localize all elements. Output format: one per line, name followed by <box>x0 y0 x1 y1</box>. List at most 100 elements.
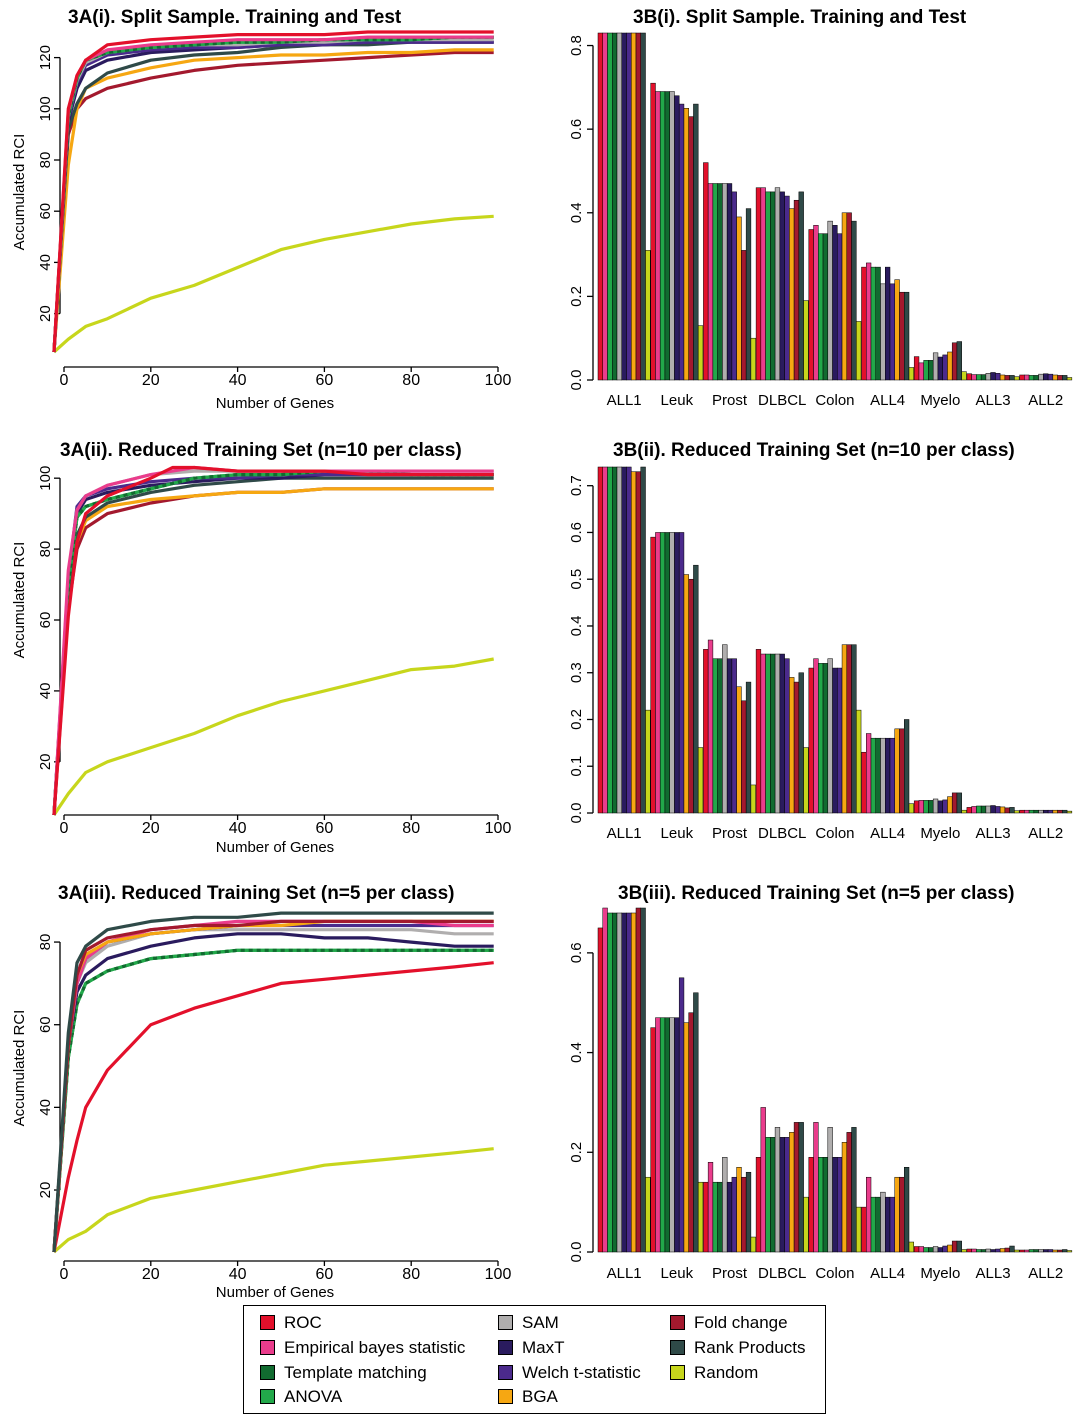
bar-leuk-random <box>697 747 704 814</box>
x-tick-label: 60 <box>316 372 334 389</box>
bar-all4-template-matching <box>875 737 881 814</box>
bar-prost-template-matching <box>717 183 723 381</box>
bar-all4-empirical-bayes-statistic <box>866 1176 872 1253</box>
y-tick-label: 60 <box>37 1016 54 1033</box>
x-tick-label: 100 <box>485 820 512 837</box>
bar-all1-random <box>645 1176 651 1253</box>
bar-prost-anova <box>712 1181 718 1253</box>
figure-canvas: 20 40 60 80 100 120 0 20 40 60 80 100 Number of Gene… <box>11 30 1073 1301</box>
bar-prost-random <box>750 1236 756 1253</box>
bar-all1-fold-change <box>635 32 641 381</box>
bar-all1-empirical-bayes-statistic <box>602 32 608 381</box>
bar-all2-empirical-bayes-statistic <box>1024 1249 1030 1253</box>
bar-dlbcl-empirical-bayes-statistic <box>760 1107 766 1253</box>
bar-all2-template-matching <box>1033 809 1039 814</box>
bar-prost-maxt <box>726 658 733 814</box>
bar-prost-empirical-bayes-statistic <box>707 639 714 814</box>
legend-swatch-roc <box>260 1315 275 1330</box>
bar-colon-empirical-bayes-statistic <box>813 225 819 381</box>
bar-dlbcl-rank-products <box>798 672 804 814</box>
bar-all4-maxt <box>885 737 891 814</box>
bar-all3-empirical-bayes-statistic <box>971 1248 977 1253</box>
bar-all2-fold-change <box>1057 375 1063 381</box>
y-tick-label: 0.0 <box>568 803 585 824</box>
legend-swatch-rank-products <box>670 1340 685 1355</box>
series-line-welch-t-statistic <box>52 923 494 1253</box>
x-tick-label: 60 <box>316 1266 334 1283</box>
bar-all2-anova <box>1028 1249 1035 1253</box>
y-tick-label: 0.3 <box>568 662 585 683</box>
bar-myelo-maxt <box>937 1247 943 1253</box>
series-line-maxt <box>52 932 494 1253</box>
bar-leuk-sam <box>669 91 675 381</box>
bar-leuk-fold-change <box>688 1012 694 1253</box>
bar-dlbcl-rank-products <box>798 1122 804 1253</box>
bar-all4-empirical-bayes-statistic <box>866 262 872 381</box>
bar-all4-roc <box>861 751 867 814</box>
bar-leuk-welch-t-statistic <box>678 977 685 1253</box>
bar-prost-bga <box>736 216 742 381</box>
series-line-sam <box>52 928 494 1253</box>
bar-colon-bga <box>841 644 848 814</box>
bar-all1-bga <box>631 471 637 814</box>
legend-label: Template matching <box>284 1363 427 1382</box>
series-line-roc <box>52 961 494 1253</box>
bar-leuk-maxt <box>674 532 680 814</box>
bar-leuk-empirical-bayes-statistic <box>655 532 661 814</box>
chart-title-3a-ii: 3A(ii). Reduced Training Set (n=10 per c… <box>60 440 462 461</box>
series-line-bga <box>52 487 494 816</box>
y-tick-label: 0.2 <box>568 709 585 730</box>
bar-prost-fold-change <box>741 700 747 814</box>
category-label-all3: ALL3 <box>976 825 1011 842</box>
bar-prost-welch-t-statistic <box>731 658 737 814</box>
bar-colon-anova <box>818 663 824 814</box>
bar-all4-fold-change <box>899 728 905 814</box>
category-label-leuk: Leuk <box>661 392 694 409</box>
bar-myelo-anova <box>923 360 929 381</box>
bar-all1-maxt <box>621 466 627 814</box>
bar-leuk-rank-products <box>693 103 699 381</box>
legend-label: Fold change <box>694 1313 788 1332</box>
bar-all1-welch-t-statistic <box>626 912 632 1253</box>
category-label-all4: ALL4 <box>870 1265 905 1282</box>
category-label-dlbcl: DLBCL <box>758 392 806 409</box>
bar-all4-welch-t-statistic <box>889 1196 895 1253</box>
bar-all1-random <box>645 709 651 814</box>
bar-colon-rank-products <box>851 1127 857 1253</box>
bar-prost-roc <box>703 1181 709 1253</box>
bar-all2-roc <box>1019 1249 1025 1253</box>
bar-leuk-sam <box>669 1017 675 1253</box>
series-line-anova <box>52 469 494 816</box>
y-tick-label: 60 <box>37 612 54 629</box>
bar-dlbcl-sam <box>774 187 781 381</box>
bar-leuk-maxt <box>674 95 680 381</box>
bar-dlbcl-rank-products <box>798 191 804 381</box>
x-tick-label: 20 <box>142 1266 160 1283</box>
bar-leuk-template-matching <box>664 532 670 814</box>
bar-all3-anova <box>976 805 982 814</box>
bar-all2-fold-change <box>1057 809 1063 814</box>
category-label-prost: Prost <box>712 1265 748 1282</box>
bar-all2-sam <box>1038 809 1044 814</box>
bar-dlbcl-welch-t-statistic <box>784 195 790 381</box>
bar-all4-empirical-bayes-statistic <box>866 733 872 814</box>
bar-colon-bga <box>841 1142 848 1253</box>
series-line-random <box>52 657 494 816</box>
bar-leuk-roc <box>650 536 656 814</box>
bar-all2-bga <box>1052 374 1058 381</box>
bar-dlbcl-empirical-bayes-statistic <box>760 653 766 814</box>
bar-prost-rank-products <box>745 681 752 814</box>
x-tick-label: 40 <box>229 820 247 837</box>
bar-myelo-sam <box>932 1246 939 1253</box>
bar-dlbcl-bga <box>789 677 795 814</box>
legend-label: Empirical bayes statistic <box>284 1338 466 1357</box>
bar-colon-fold-change <box>846 212 852 381</box>
series-line-fold-change <box>52 919 494 1253</box>
bar-dlbcl-anova <box>765 653 771 814</box>
x-tick-label: 40 <box>229 372 247 389</box>
bar-dlbcl-template-matching <box>770 653 776 814</box>
bar-colon-welch-t-statistic <box>837 1157 843 1253</box>
bar-all2-sam <box>1038 373 1044 381</box>
bar-all3-welch-t-statistic <box>995 373 1001 381</box>
bar-prost-template-matching <box>717 1181 723 1253</box>
